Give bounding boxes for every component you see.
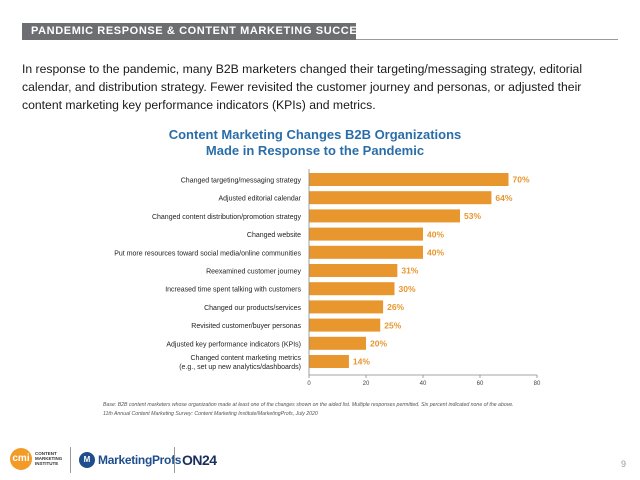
- bar-value-label: 14%: [353, 357, 370, 367]
- bar-value-label: 64%: [495, 193, 512, 203]
- bar-value-label: 40%: [427, 229, 444, 239]
- bar-value-label: 20%: [370, 339, 387, 349]
- bar: [309, 300, 384, 314]
- bar-chart: 70% Changed targeting/messaging strategy 6…: [114, 169, 541, 387]
- category-label: Put more resources toward social media/o…: [114, 250, 301, 257]
- category-label: Revisited customer/buyer personas: [191, 323, 301, 330]
- footnote-source: 11th Annual Content Marketing Survey: Co…: [103, 411, 318, 417]
- category-label: Changed content distribution/promotion s…: [152, 214, 302, 221]
- section-header-title: PANDEMIC RESPONSE & CONTENT MARKETING SU…: [31, 25, 374, 37]
- category-label: (e.g., set up new analytics/dashboards): [179, 364, 301, 371]
- section-header: PANDEMIC RESPONSE & CONTENT MARKETING SU…: [22, 23, 373, 40]
- bar: [309, 355, 349, 368]
- category-label: Changed content marketing metrics: [191, 355, 302, 362]
- category-label: Adjusted editorial calendar: [219, 196, 302, 203]
- footnote-base: Base: B2B content marketers whose organi…: [103, 402, 514, 408]
- logo-divider: [174, 447, 175, 473]
- category-label: Changed targeting/messaging strategy: [181, 178, 302, 185]
- x-tick-label: 80: [534, 381, 541, 387]
- bar: [309, 282, 395, 296]
- x-tick-label: 40: [420, 381, 427, 387]
- marketingprofs-logo: MarketingProfs: [98, 453, 182, 467]
- bar: [309, 245, 423, 259]
- bar-value-label: 31%: [401, 266, 418, 276]
- cmi-text-line-1: CONTENT: [35, 451, 57, 456]
- x-tick-label: 0: [307, 381, 311, 387]
- x-tick-label: 20: [363, 381, 370, 387]
- bar: [309, 336, 366, 350]
- x-tick-label: 60: [477, 381, 484, 387]
- logo-divider: [70, 447, 71, 473]
- chart-footnote: Base: B2B content marketers whose organi…: [103, 401, 583, 419]
- bar: [309, 173, 509, 186]
- bar-value-label: 25%: [384, 320, 401, 330]
- bar: [309, 191, 492, 205]
- on24-logo: ON24: [182, 452, 217, 468]
- cmi-text-line-2: MARKETING: [35, 456, 63, 461]
- cmi-logo-icon: cmi: [10, 448, 32, 470]
- category-label: Changed our products/services: [204, 305, 301, 312]
- cmi-logo-text: CONTENT MARKETING INSTITUTE: [35, 451, 65, 466]
- bar-value-label: 26%: [387, 302, 404, 312]
- bar: [309, 227, 423, 241]
- bar-value-label: 70%: [513, 175, 530, 185]
- chart-title-line-1: Content Marketing Changes B2B Organizati…: [168, 127, 462, 142]
- bar: [309, 264, 398, 277]
- page-number: 9: [620, 459, 626, 469]
- marketingprofs-logo-icon: M: [79, 452, 95, 468]
- bar-value-label: 53%: [464, 211, 481, 221]
- cmi-text-line-3: INSTITUTE: [35, 461, 59, 466]
- header-rule: [356, 39, 618, 40]
- category-label: Changed website: [247, 232, 301, 239]
- logo-strip: cmi CONTENT MARKETING INSTITUTE M Market…: [10, 445, 270, 475]
- bar-value-label: 40%: [427, 248, 444, 258]
- chart-title: Content Marketing Changes B2B Organizati…: [100, 127, 530, 159]
- category-label: Reexamined customer journey: [206, 269, 301, 276]
- intro-paragraph: In response to the pandemic, many B2B ma…: [22, 62, 583, 112]
- bar: [309, 318, 381, 332]
- category-label: Adjusted key performance indicators (KPI…: [166, 341, 301, 348]
- chart-title-line-2: Made in Response to the Pandemic: [205, 143, 425, 158]
- bar: [309, 209, 461, 223]
- category-label: Increased time spent talking with custom…: [165, 287, 301, 294]
- bar-value-label: 30%: [399, 284, 416, 294]
